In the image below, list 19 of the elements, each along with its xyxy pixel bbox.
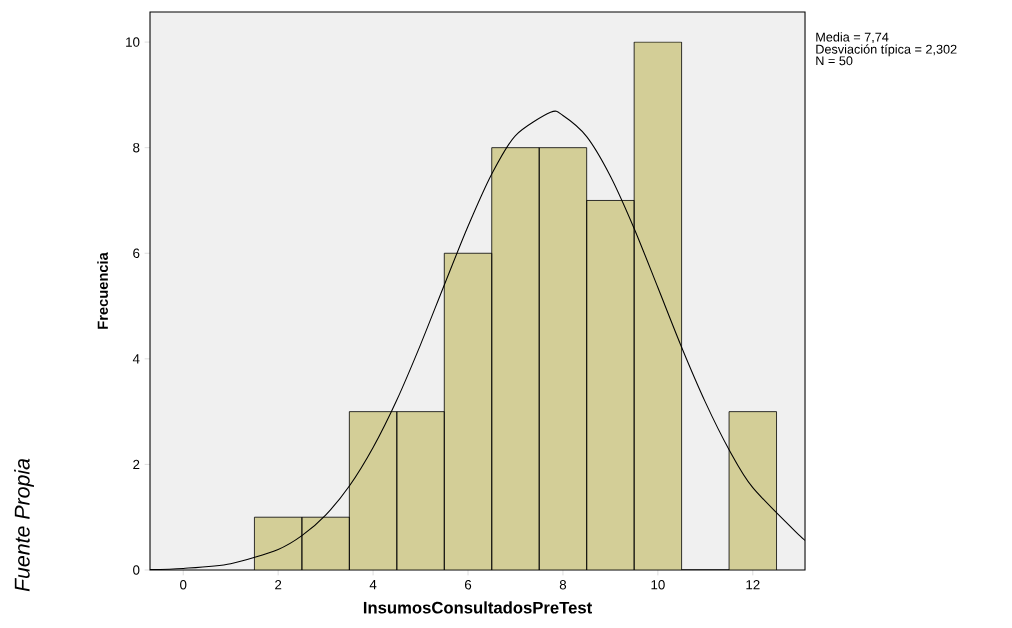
y-tick-label: 2 <box>133 459 140 470</box>
y-tick-label: 4 <box>132 354 140 364</box>
x-tick-label: 8 <box>559 580 567 590</box>
y-tick-label: 8 <box>133 142 140 153</box>
y-tick-label: 10 <box>126 37 140 47</box>
text: Desviación típica = 2,302 <box>816 44 957 57</box>
source-note: Fuente Propia <box>14 458 34 592</box>
x-tick-label: 2 <box>275 580 282 590</box>
x-tick-label: 12 <box>746 580 760 590</box>
x-axis-title: InsumosConsultadosPreTest <box>363 601 592 614</box>
y-axis-title: Frecuencia <box>97 252 108 329</box>
x-tick-label: 0 <box>180 580 187 590</box>
x-tick-label: 10 <box>651 580 665 590</box>
y-tick-label: 6 <box>133 248 140 258</box>
y-tick-label: 0 <box>133 565 140 575</box>
x-tick-label: 6 <box>464 580 472 590</box>
text: Media = 7,74 <box>816 32 889 44</box>
text: N = 50 <box>816 56 853 66</box>
x-tick-label: 4 <box>369 580 377 590</box>
